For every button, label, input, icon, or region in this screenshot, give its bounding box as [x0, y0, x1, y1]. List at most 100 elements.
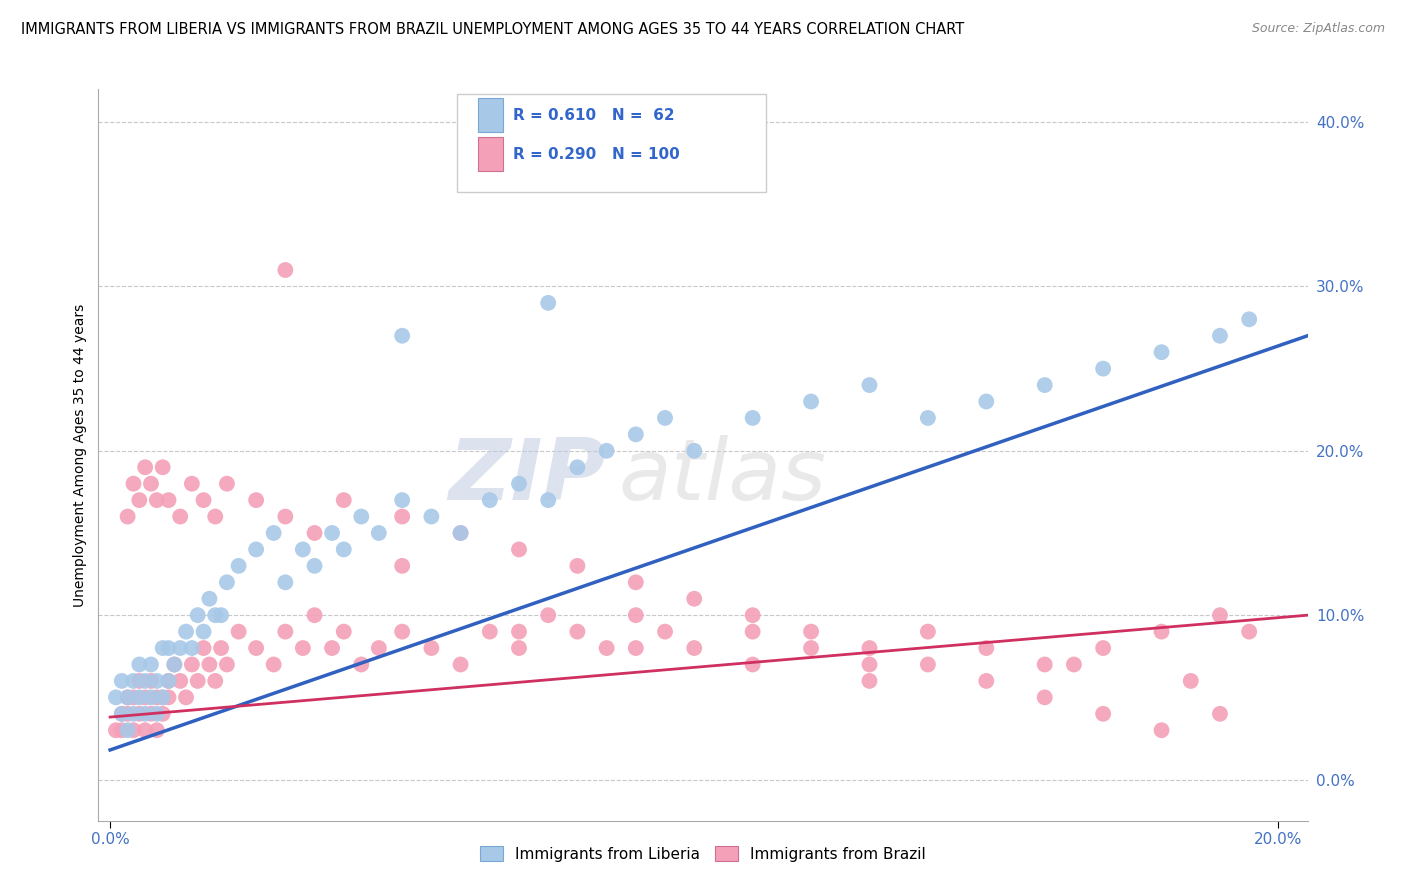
- Point: [321, 641, 343, 656]
- Point: [1033, 378, 1056, 392]
- Point: [263, 526, 285, 541]
- Point: [1237, 624, 1260, 639]
- Point: [122, 690, 145, 705]
- Point: [567, 558, 589, 573]
- Point: [128, 673, 150, 688]
- Point: [157, 690, 180, 705]
- Point: [350, 509, 373, 524]
- Point: [683, 591, 706, 606]
- Point: [741, 608, 763, 623]
- Point: [139, 476, 162, 491]
- Point: [122, 723, 145, 738]
- Point: [128, 706, 150, 721]
- Point: [391, 328, 413, 343]
- Point: [111, 706, 134, 721]
- Point: [111, 673, 134, 688]
- Point: [1150, 723, 1173, 738]
- Point: [800, 394, 823, 409]
- Point: [508, 641, 530, 656]
- Point: [204, 608, 226, 623]
- Text: atlas: atlas: [619, 435, 827, 518]
- Point: [450, 657, 472, 672]
- Point: [228, 558, 250, 573]
- Text: R = 0.610   N =  62: R = 0.610 N = 62: [513, 108, 675, 122]
- Point: [741, 657, 763, 672]
- Point: [537, 608, 560, 623]
- Point: [321, 526, 343, 541]
- Point: [146, 673, 169, 688]
- Point: [134, 673, 156, 688]
- Point: [391, 558, 413, 573]
- Point: [111, 706, 134, 721]
- Point: [624, 427, 647, 442]
- Point: [858, 378, 880, 392]
- Point: [209, 608, 232, 623]
- Point: [367, 526, 389, 541]
- Point: [274, 509, 297, 524]
- Y-axis label: Unemployment Among Ages 35 to 44 years: Unemployment Among Ages 35 to 44 years: [73, 303, 87, 607]
- Point: [204, 673, 226, 688]
- Point: [174, 690, 197, 705]
- Point: [122, 476, 145, 491]
- Point: [683, 641, 706, 656]
- Point: [478, 624, 501, 639]
- Point: [209, 641, 232, 656]
- Point: [1209, 608, 1232, 623]
- Point: [800, 624, 823, 639]
- Point: [122, 706, 145, 721]
- Point: [1092, 641, 1115, 656]
- Point: [291, 542, 314, 557]
- Point: [146, 690, 169, 705]
- Point: [595, 641, 617, 656]
- Point: [134, 460, 156, 475]
- Point: [245, 641, 267, 656]
- Point: [654, 411, 676, 425]
- Point: [420, 641, 443, 656]
- Point: [157, 493, 180, 508]
- Point: [917, 411, 939, 425]
- Point: [567, 460, 589, 475]
- Point: [1209, 328, 1232, 343]
- Point: [152, 690, 174, 705]
- Point: [263, 657, 285, 672]
- Text: IMMIGRANTS FROM LIBERIA VS IMMIGRANTS FROM BRAZIL UNEMPLOYMENT AMONG AGES 35 TO : IMMIGRANTS FROM LIBERIA VS IMMIGRANTS FR…: [21, 22, 965, 37]
- Text: ZIP: ZIP: [449, 435, 606, 518]
- Point: [146, 706, 169, 721]
- Point: [624, 641, 647, 656]
- Point: [624, 608, 647, 623]
- Text: Source: ZipAtlas.com: Source: ZipAtlas.com: [1251, 22, 1385, 36]
- Point: [537, 296, 560, 310]
- Point: [1237, 312, 1260, 326]
- Point: [741, 624, 763, 639]
- Point: [332, 493, 354, 508]
- Point: [274, 263, 297, 277]
- Point: [245, 493, 267, 508]
- Point: [537, 493, 560, 508]
- Point: [117, 723, 139, 738]
- Point: [1063, 657, 1085, 672]
- Point: [180, 641, 202, 656]
- Point: [974, 641, 997, 656]
- Point: [508, 476, 530, 491]
- Point: [193, 641, 215, 656]
- Point: [350, 657, 373, 672]
- Point: [187, 673, 209, 688]
- Point: [858, 657, 880, 672]
- Point: [139, 673, 162, 688]
- Point: [152, 690, 174, 705]
- Point: [104, 690, 127, 705]
- Point: [215, 476, 238, 491]
- Point: [332, 624, 354, 639]
- Point: [169, 641, 191, 656]
- Point: [134, 723, 156, 738]
- Point: [134, 706, 156, 721]
- Point: [163, 657, 186, 672]
- Point: [683, 443, 706, 458]
- Point: [245, 542, 267, 557]
- Point: [193, 493, 215, 508]
- Point: [198, 591, 221, 606]
- Point: [139, 706, 162, 721]
- Point: [134, 690, 156, 705]
- Point: [391, 493, 413, 508]
- Point: [450, 526, 472, 541]
